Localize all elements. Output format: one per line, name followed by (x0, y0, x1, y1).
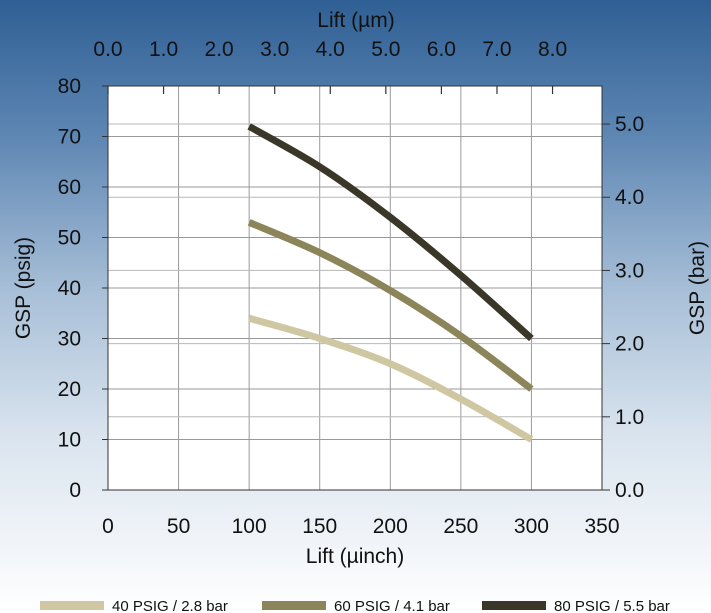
x-bottom-tick-label: 100 (232, 515, 267, 538)
series-lines (247, 123, 534, 443)
legend-swatch-1 (40, 601, 104, 610)
y-left-tick-label: 80 (58, 75, 81, 98)
x-top-tick-label: 5.0 (371, 38, 400, 61)
x-bottom-tick-label: 200 (373, 515, 408, 538)
x-bottom-tick-label: 50 (167, 515, 190, 538)
legend-swatch-3 (482, 601, 546, 610)
y-left-tick-label: 40 (58, 277, 81, 300)
x-top-tick-label: 3.0 (260, 38, 289, 61)
y-right-tick-label: 3.0 (615, 259, 644, 282)
x-bottom-tick-label: 350 (584, 515, 619, 538)
x-bottom-tick-label: 150 (302, 515, 337, 538)
y-right-tick-label: 1.0 (615, 406, 644, 429)
y-right-tick-label: 0.0 (615, 479, 644, 502)
y-left-tick-label: 30 (58, 328, 81, 351)
x-axis-top-title: Lift (µm) (317, 9, 394, 32)
y-left-tick-label: 10 (58, 429, 81, 452)
x-top-tick-label: 1.0 (149, 38, 178, 61)
legend: 40 PSIG / 2.8 bar 60 PSIG / 4.1 bar 80 PSI… (40, 598, 670, 613)
y-right-tick-label: 2.0 (615, 333, 644, 356)
legend-label-1: 40 PSIG / 2.8 bar (112, 598, 228, 613)
y-axis-right-title: GSP (bar) (686, 241, 709, 335)
x-bottom-tick-label: 250 (443, 515, 478, 538)
y-axis-left-title: GSP (psig) (12, 237, 35, 339)
y-left-tick-label: 0 (69, 479, 81, 502)
y-left-tick-label: 50 (58, 227, 81, 250)
y-left-tick-label: 20 (58, 378, 81, 401)
series-line-2 (247, 219, 534, 392)
series-line-1 (248, 314, 534, 443)
x-axis-bottom-title: Lift (µinch) (306, 545, 404, 568)
series-line-3 (247, 123, 534, 342)
x-top-tick-label: 4.0 (316, 38, 345, 61)
y-left-tick-label: 70 (58, 126, 81, 149)
legend-swatch-2 (262, 601, 326, 610)
x-bottom-tick-label: 300 (514, 515, 549, 538)
x-bottom-tick-label: 0 (102, 515, 114, 538)
legend-label-2: 60 PSIG / 4.1 bar (334, 598, 450, 613)
y-right-tick-label: 4.0 (615, 186, 644, 209)
legend-label-3: 80 PSIG / 5.5 bar (554, 598, 670, 613)
x-top-tick-label: 2.0 (205, 38, 234, 61)
x-top-tick-label: 6.0 (427, 38, 456, 61)
x-top-tick-label: 8.0 (538, 38, 567, 61)
y-right-tick-label: 5.0 (615, 113, 644, 136)
x-top-tick-label: 0.0 (93, 38, 122, 61)
x-top-tick-label: 7.0 (482, 38, 511, 61)
y-left-tick-label: 60 (58, 176, 81, 199)
